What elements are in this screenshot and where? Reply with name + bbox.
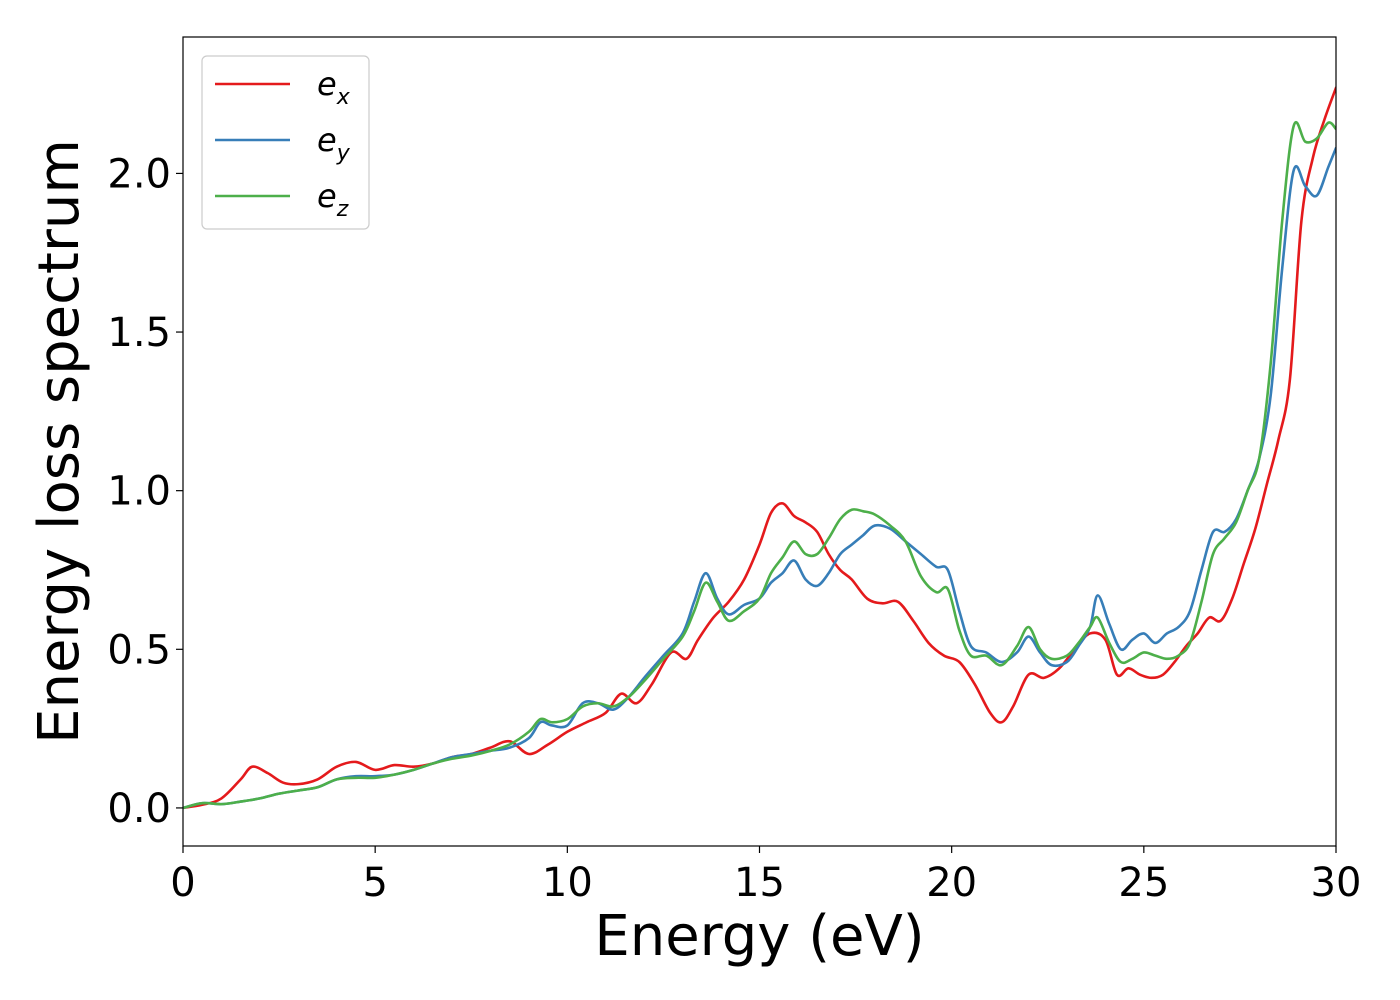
x-tick-label: 25 — [1118, 860, 1169, 906]
legend-label-x: ex — [317, 65, 351, 110]
legend-label-base: e — [317, 65, 337, 103]
y-tick-label: 1.5 — [107, 310, 171, 356]
legend-frame — [201, 55, 370, 230]
x-tick-label: 15 — [734, 860, 785, 906]
legend-label-base: e — [317, 121, 337, 159]
legend-label-subscript: z — [336, 197, 349, 222]
legend-label-z: ez — [317, 177, 349, 222]
ticks-layer: 0 5 10 15 20 25 30 0.0 0.5 1.0 1.5 2.0 — [107, 151, 1361, 906]
legend-label-subscript: x — [336, 85, 351, 110]
series-line-y — [183, 146, 1336, 810]
y-tick-label: 0.0 — [107, 786, 171, 832]
series-layer — [183, 86, 1336, 810]
x-tick-label: 5 — [362, 860, 387, 906]
y-axis-title: Energy loss spectrum — [27, 139, 92, 744]
series-line-z — [183, 121, 1336, 810]
x-tick-label: 10 — [542, 860, 593, 906]
x-tick-label: 20 — [926, 860, 977, 906]
x-tick-label: 0 — [170, 860, 195, 906]
y-tick-label: 2.0 — [107, 151, 171, 197]
y-tick-label: 1.0 — [107, 469, 171, 515]
x-axis-title: Energy (eV) — [594, 904, 924, 969]
x-tick-label: 30 — [1311, 860, 1362, 906]
legend-label-base: e — [317, 177, 337, 215]
legend-label-y: ey — [317, 121, 351, 166]
legend-label-subscript: y — [336, 141, 351, 166]
y-tick-label: 0.5 — [107, 627, 171, 673]
